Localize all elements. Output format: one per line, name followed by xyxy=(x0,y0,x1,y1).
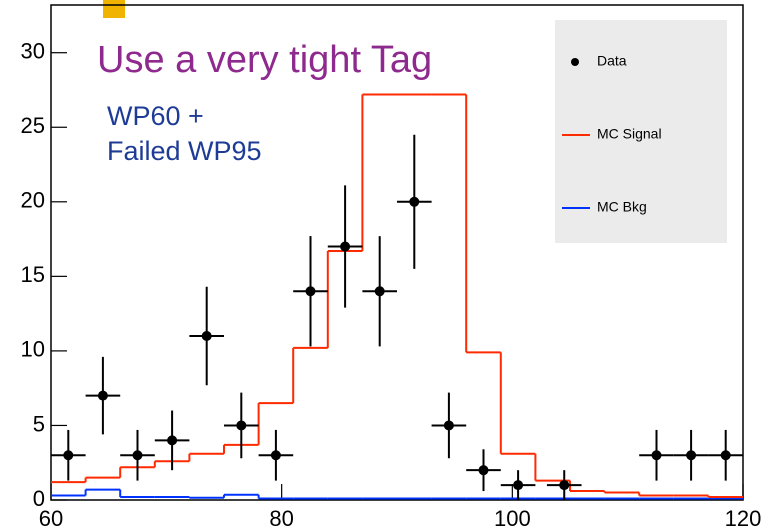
data-point xyxy=(686,450,697,461)
y-tick-label: 25 xyxy=(21,113,45,138)
data-point xyxy=(63,450,74,461)
data-point xyxy=(201,330,212,341)
annotation: Failed WP95 xyxy=(107,136,262,166)
plot-frame xyxy=(50,4,744,501)
data-point xyxy=(374,286,385,297)
data-point xyxy=(167,435,178,446)
plot-area: 0 5 10 15 20 25 30 60 80 100 120 xyxy=(21,39,762,531)
x-tick-label: 80 xyxy=(269,506,293,531)
y-tick-label: 5 xyxy=(33,411,45,436)
x-tick-label: 60 xyxy=(39,506,63,531)
logo-square xyxy=(103,0,125,18)
data-point xyxy=(97,390,108,401)
data-point xyxy=(478,465,489,476)
y-tick-label: 0 xyxy=(33,486,45,511)
data-point xyxy=(513,480,524,491)
annotation: Use a very tight Tag xyxy=(97,39,432,81)
data-point xyxy=(270,450,281,461)
data-point xyxy=(305,286,316,297)
y-tick-label: 15 xyxy=(21,262,45,287)
y-tick-label: 20 xyxy=(21,188,45,213)
legend-marker xyxy=(571,58,579,66)
legend-label: Data xyxy=(597,53,627,69)
annotation: WP60 + xyxy=(107,101,204,131)
legend-label: MC Bkg xyxy=(597,199,647,215)
data-point xyxy=(409,196,420,207)
y-tick-label: 10 xyxy=(21,337,45,362)
data-point xyxy=(443,420,454,431)
legend-box xyxy=(555,20,727,243)
x-tick-label: 100 xyxy=(494,506,531,531)
data-point xyxy=(651,450,662,461)
data-point xyxy=(132,450,143,461)
data-point xyxy=(559,480,570,491)
y-tick-label: 30 xyxy=(21,39,45,64)
data-point xyxy=(720,450,731,461)
legend-label: MC Signal xyxy=(597,126,662,142)
data-point xyxy=(340,241,351,252)
data-point xyxy=(236,420,247,431)
x-tick-label: 120 xyxy=(725,506,762,531)
